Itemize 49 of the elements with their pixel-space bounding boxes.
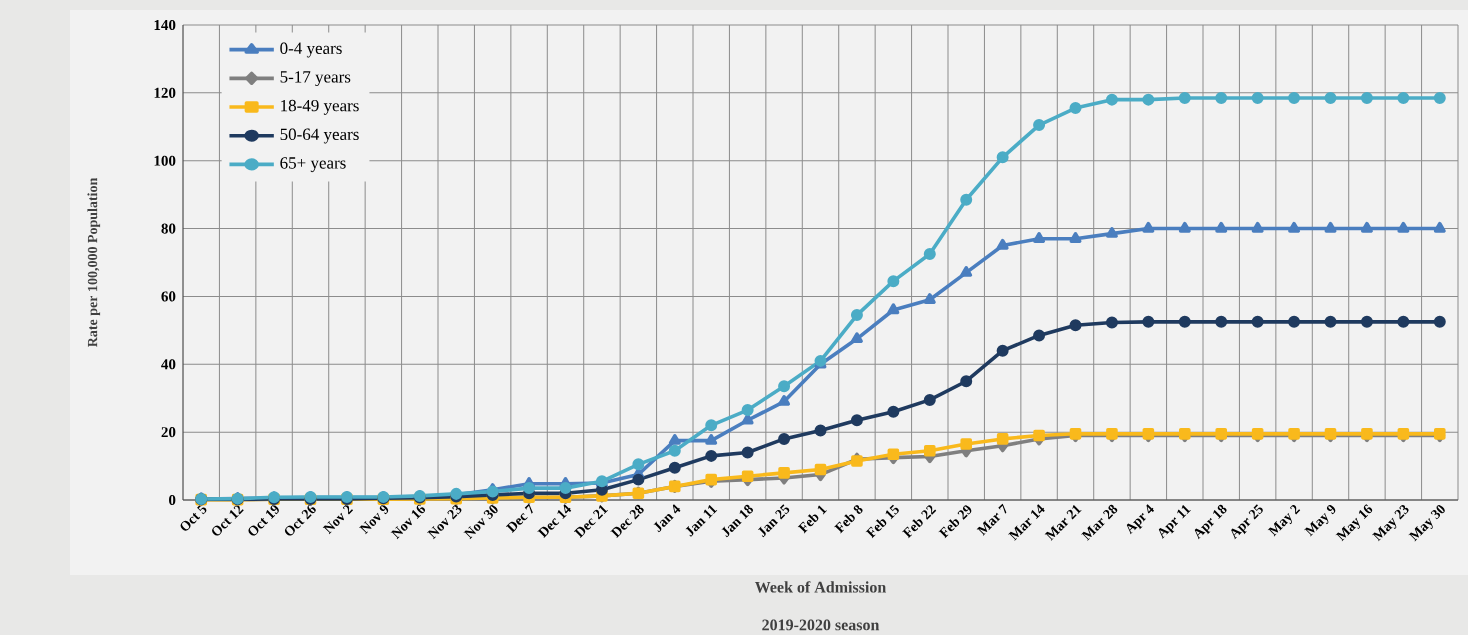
x-tick-label: Mar 21 xyxy=(1044,505,1082,541)
x-tick-label: Feb 1 xyxy=(797,505,827,534)
x-tick-label: Mar 14 xyxy=(1008,504,1045,541)
x-tick-label: Oct 5 xyxy=(180,504,207,531)
legend-label: 18-49 years xyxy=(281,99,359,115)
x-tick-label: May 30 xyxy=(1408,505,1445,542)
x-tick-label: Dec 14 xyxy=(537,504,572,539)
x-tick-label: Nov 23 xyxy=(427,504,462,540)
x-tick-label: Mar 28 xyxy=(1081,504,1118,541)
x-tick-label: Feb 15 xyxy=(865,504,899,539)
x-tick-label: Nov 30 xyxy=(463,505,498,540)
y-tick-label: 20 xyxy=(161,427,176,438)
x-tick-label: Feb 22 xyxy=(902,505,937,539)
x-tick-label: Apr 25 xyxy=(1231,504,1263,540)
y-axis-title: Rate per 100,000 Population xyxy=(87,177,101,348)
y-tick-label: 0 xyxy=(169,494,176,506)
x-tick-label: May 23 xyxy=(1372,504,1409,542)
x-tick-label: Oct 12 xyxy=(212,504,244,536)
x-tick-label: Jan 4 xyxy=(653,504,681,533)
x-tick-label: Apr 18 xyxy=(1194,504,1227,540)
y-tick-label: 140 xyxy=(154,19,176,31)
x-tick-label: May 16 xyxy=(1335,504,1373,542)
x-tick-label: Apr 11 xyxy=(1158,505,1191,539)
legend-label: 50-64 years xyxy=(280,128,359,144)
x-tick-label: Nov 9 xyxy=(359,505,389,535)
x-tick-label: Mar 7 xyxy=(976,503,1007,536)
y-tick-label: 80 xyxy=(161,223,176,234)
x-tick-label: Feb 29 xyxy=(938,505,972,539)
x-tick-label: Oct 19 xyxy=(248,505,279,536)
x-tick-label: Jan 25 xyxy=(757,504,790,538)
y-tick-label: 100 xyxy=(154,155,176,166)
x-tick-label: Oct 26 xyxy=(284,504,316,536)
legend-label: 5-17 years xyxy=(280,71,351,87)
x-axis-title: Week of Admission xyxy=(754,581,887,593)
legend-label: 65+ years xyxy=(280,157,346,173)
x-tick-label: Dec 28 xyxy=(610,504,644,539)
y-tick-label: 120 xyxy=(154,87,176,98)
x-tick-label: Feb 8 xyxy=(834,505,863,534)
x-tick-label: Dec 7 xyxy=(505,503,533,534)
x-tick-label: Jan 18 xyxy=(721,504,753,538)
legend-label: 0-4 years xyxy=(280,42,342,58)
x-tick-label: Dec 21 xyxy=(573,505,608,539)
x-tick-label: Jan 11 xyxy=(685,505,718,537)
y-tick-label: 40 xyxy=(161,359,176,370)
x-tick-label: Nov 2 xyxy=(322,504,354,535)
text: 2019-2020 season xyxy=(762,619,880,631)
x-tick-label: Apr 4 xyxy=(1126,504,1155,535)
y-tick-label: 60 xyxy=(161,291,176,302)
x-tick-label: Nov 16 xyxy=(390,504,426,540)
